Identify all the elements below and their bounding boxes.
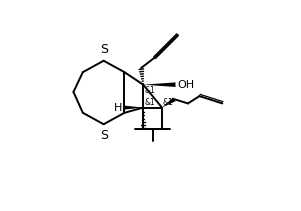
Polygon shape bbox=[162, 97, 176, 108]
Text: &1: &1 bbox=[163, 97, 174, 107]
Polygon shape bbox=[143, 82, 175, 87]
Text: &1: &1 bbox=[144, 86, 155, 95]
Polygon shape bbox=[123, 106, 143, 110]
Text: OH: OH bbox=[177, 80, 194, 90]
Text: &1: &1 bbox=[144, 97, 155, 107]
Text: H: H bbox=[113, 103, 122, 113]
Text: S: S bbox=[100, 43, 108, 56]
Text: S: S bbox=[100, 129, 108, 142]
